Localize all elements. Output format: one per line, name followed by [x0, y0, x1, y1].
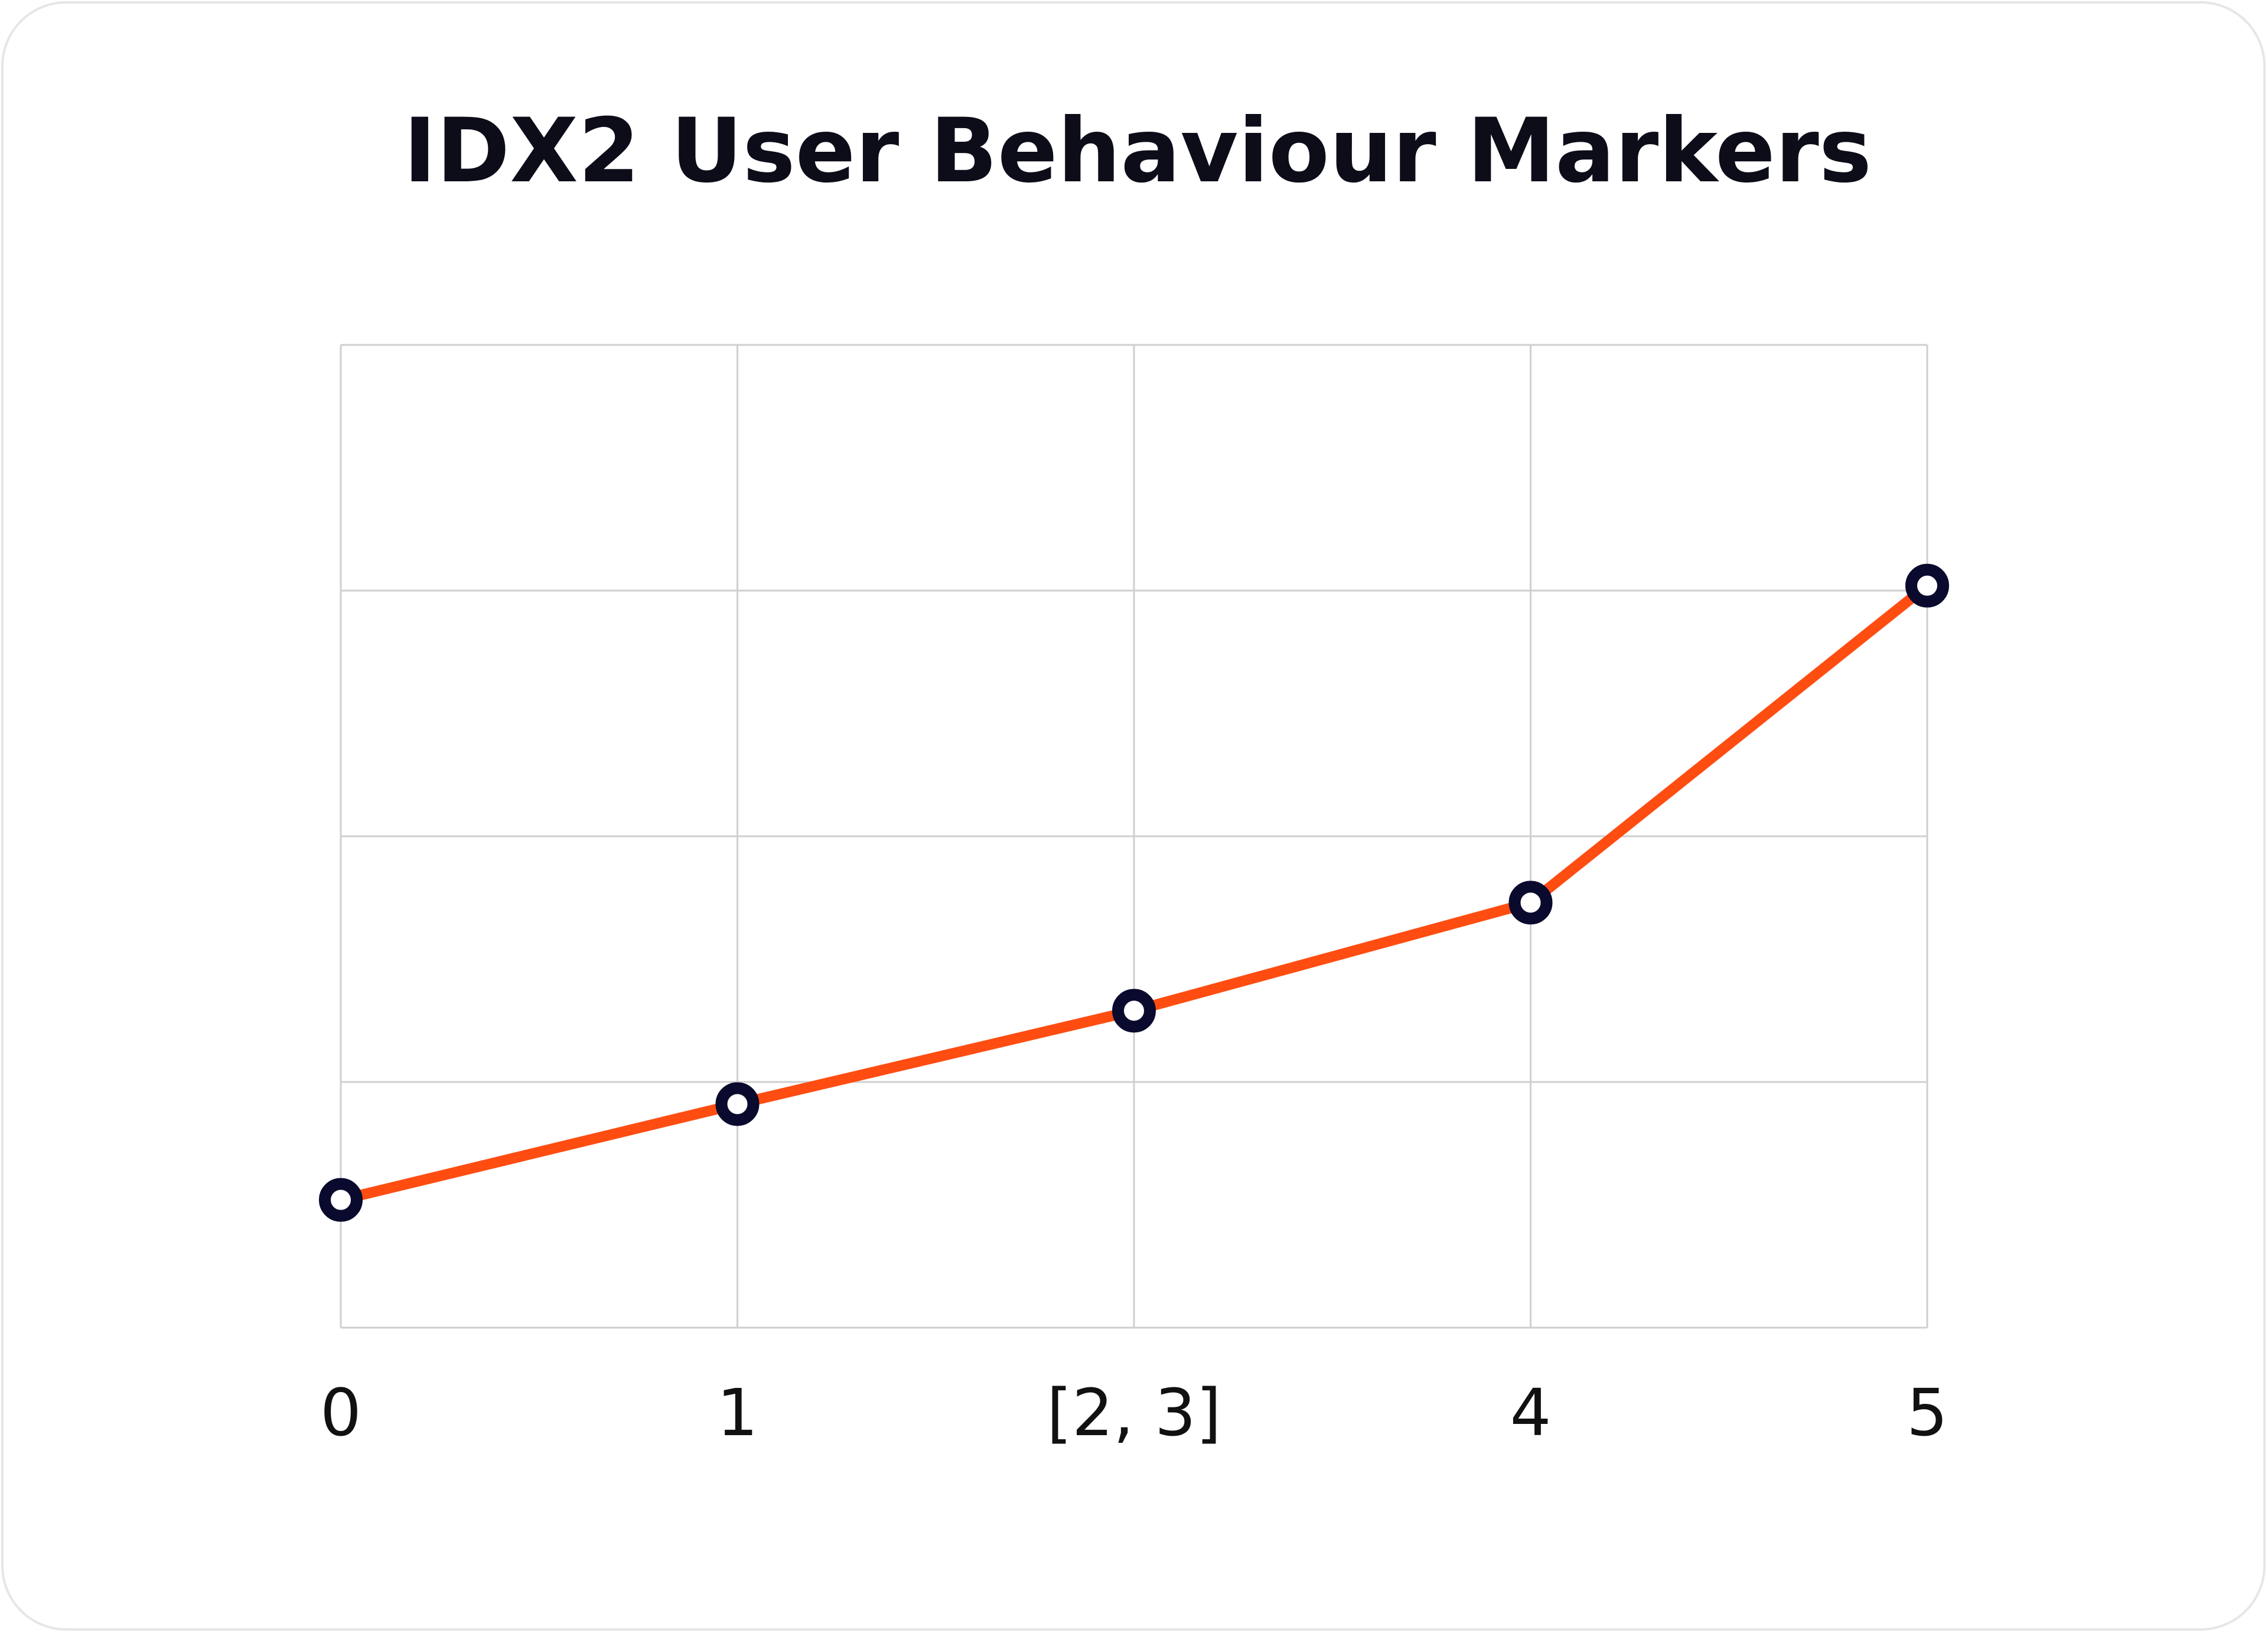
x-tick-label: 0: [320, 1375, 361, 1451]
x-tick-label: [2, 3]: [1047, 1375, 1221, 1451]
data-point: [1112, 989, 1156, 1033]
grid: [340, 344, 1928, 1329]
data-point: [1905, 563, 1949, 608]
x-tick-label: 5: [1907, 1375, 1948, 1451]
data-point: [715, 1082, 760, 1126]
data-point: [319, 1178, 363, 1222]
x-tick-label: 4: [1510, 1375, 1552, 1451]
markers: [319, 563, 1949, 1222]
data-point: [1508, 881, 1553, 925]
x-tick-label: 1: [717, 1375, 758, 1451]
chart-title: IDX2 User Behaviour Markers: [403, 100, 1872, 203]
x-tick-labels: 0 1 [2, 3] 4 5: [320, 1375, 1948, 1451]
